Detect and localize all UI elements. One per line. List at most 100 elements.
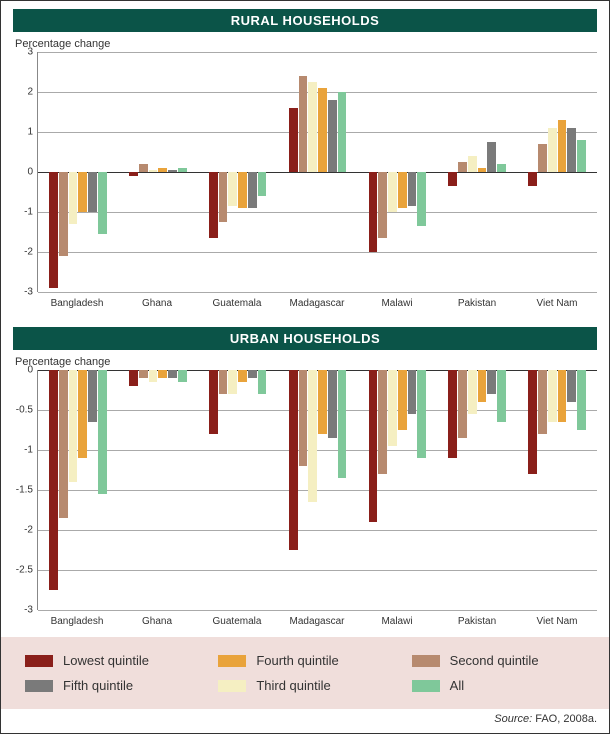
bars bbox=[209, 52, 266, 292]
source-citation: Source: FAO, 2008a. bbox=[1, 709, 609, 733]
bar-slot bbox=[88, 52, 97, 292]
bar bbox=[299, 76, 308, 172]
bar bbox=[289, 370, 298, 550]
legend-item: Fifth quintile bbox=[25, 678, 198, 693]
bar bbox=[248, 370, 257, 378]
bar bbox=[318, 88, 327, 172]
bar bbox=[308, 370, 317, 502]
legend-label: Lowest quintile bbox=[63, 653, 149, 668]
legend-item: Third quintile bbox=[218, 678, 391, 693]
bar-slot bbox=[98, 52, 107, 292]
bars bbox=[49, 370, 106, 610]
bar-group bbox=[38, 52, 118, 292]
y-tick: -1.5 bbox=[16, 485, 33, 496]
y-tick: 1 bbox=[27, 126, 33, 137]
bar-slot bbox=[69, 52, 78, 292]
bar-slot bbox=[178, 370, 187, 610]
y-tick: -1 bbox=[24, 444, 33, 455]
y-tick: -1 bbox=[24, 206, 33, 217]
plot bbox=[37, 370, 597, 610]
bar-slot bbox=[238, 52, 247, 292]
bar-slot bbox=[258, 52, 267, 292]
bars bbox=[448, 370, 505, 610]
bar-group bbox=[278, 370, 358, 610]
legend-label: Fourth quintile bbox=[256, 653, 338, 668]
legend-swatch bbox=[412, 655, 440, 667]
bars bbox=[289, 370, 346, 610]
bar-slot bbox=[487, 370, 496, 610]
bar-slot bbox=[497, 370, 506, 610]
bar-slot bbox=[398, 52, 407, 292]
bar-slot bbox=[158, 370, 167, 610]
bar bbox=[369, 172, 378, 252]
bar bbox=[69, 370, 78, 482]
bar bbox=[458, 162, 467, 172]
x-label: Ghana bbox=[117, 292, 197, 319]
chart-plot-area: 3210-1-2-3 bbox=[13, 52, 597, 292]
x-label: Madagascar bbox=[277, 292, 357, 319]
legend-swatch bbox=[25, 680, 53, 692]
bar-slot bbox=[78, 370, 87, 610]
bar-group bbox=[38, 370, 118, 610]
bar-slot bbox=[158, 52, 167, 292]
bar-slot bbox=[168, 370, 177, 610]
bar bbox=[558, 120, 567, 172]
bars bbox=[528, 52, 585, 292]
y-axis-label: Percentage change bbox=[15, 38, 597, 50]
bar-group bbox=[198, 370, 278, 610]
bar-group bbox=[278, 52, 358, 292]
bar bbox=[258, 172, 267, 196]
bar bbox=[129, 370, 138, 386]
legend-item: All bbox=[412, 678, 585, 693]
bar bbox=[338, 92, 347, 172]
bar-slot bbox=[497, 52, 506, 292]
y-axis: 0-0.5-1-1.5-2-2.5-3 bbox=[13, 370, 37, 610]
bar bbox=[567, 128, 576, 172]
bar-group bbox=[517, 370, 597, 610]
chart-container: RURAL HOUSEHOLDSPercentage change3210-1-… bbox=[0, 0, 610, 734]
bar-slot bbox=[228, 370, 237, 610]
bar-slot bbox=[369, 370, 378, 610]
bar-slot bbox=[558, 52, 567, 292]
bar bbox=[168, 370, 177, 378]
bars bbox=[369, 370, 426, 610]
bar-groups bbox=[38, 370, 597, 610]
bar-slot bbox=[548, 370, 557, 610]
bar-slot bbox=[248, 370, 257, 610]
bar-slot bbox=[49, 52, 58, 292]
bar bbox=[228, 172, 237, 206]
y-tick: -2 bbox=[24, 524, 33, 535]
bar-slot bbox=[129, 370, 138, 610]
gridline bbox=[38, 610, 597, 611]
bar bbox=[378, 370, 387, 474]
bar bbox=[98, 172, 107, 234]
bar-slot bbox=[289, 370, 298, 610]
bar bbox=[408, 172, 417, 206]
bar-group bbox=[437, 370, 517, 610]
bar-slot bbox=[149, 370, 158, 610]
bar bbox=[209, 172, 218, 238]
bar-group bbox=[517, 52, 597, 292]
legend-item: Lowest quintile bbox=[25, 653, 198, 668]
bar bbox=[448, 370, 457, 458]
bar bbox=[49, 172, 58, 288]
y-tick: 0 bbox=[27, 167, 33, 178]
bar-slot bbox=[558, 370, 567, 610]
bar-slot bbox=[528, 370, 537, 610]
bar bbox=[487, 142, 496, 172]
legend-swatch bbox=[218, 680, 246, 692]
bar bbox=[158, 168, 167, 172]
bar bbox=[78, 172, 87, 212]
y-tick: -0.5 bbox=[16, 404, 33, 415]
bar-slot bbox=[458, 52, 467, 292]
x-axis-labels: BangladeshGhanaGuatemalaMadagascarMalawi… bbox=[37, 292, 597, 319]
y-tick: -3 bbox=[24, 605, 33, 616]
bar-slot bbox=[548, 52, 557, 292]
bar-slot bbox=[328, 52, 337, 292]
bar-slot bbox=[398, 370, 407, 610]
bar bbox=[558, 370, 567, 422]
chart-section: URBAN HOUSEHOLDSPercentage change0-0.5-1… bbox=[1, 319, 609, 637]
bar-slot bbox=[487, 52, 496, 292]
legend-item: Second quintile bbox=[412, 653, 585, 668]
bar-slot bbox=[299, 52, 308, 292]
